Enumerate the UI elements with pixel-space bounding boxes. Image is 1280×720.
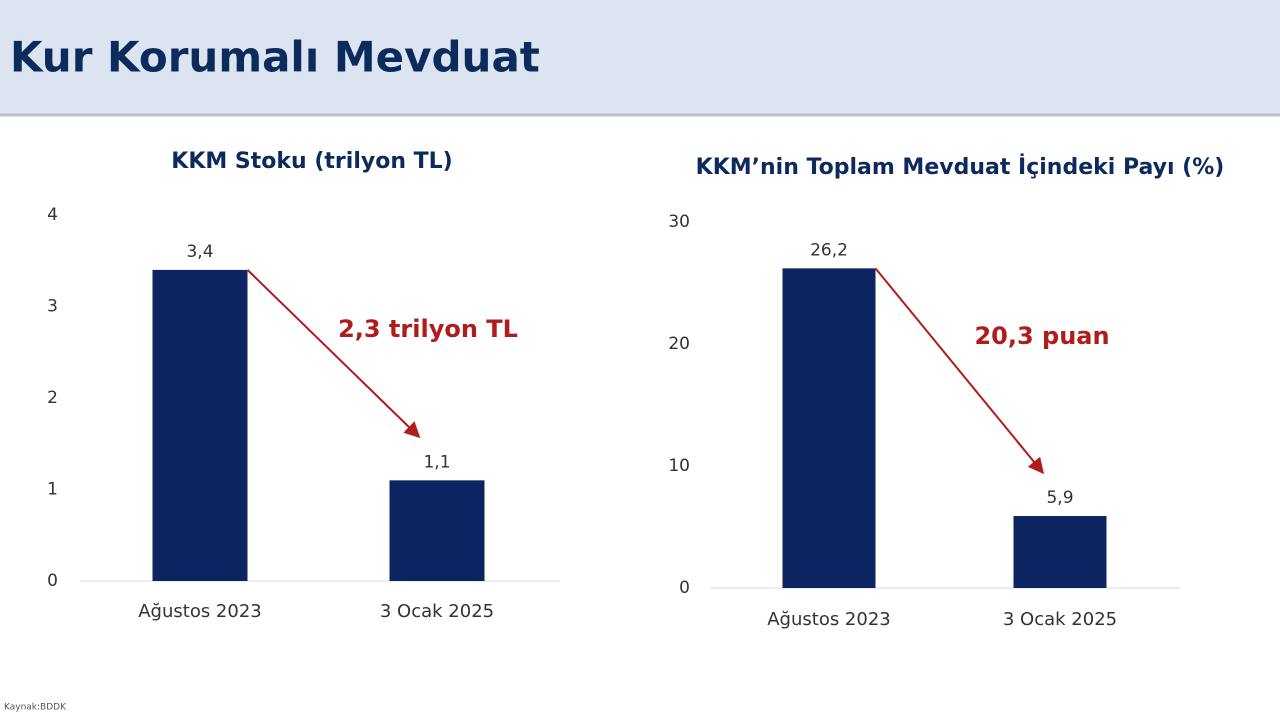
header-band <box>0 0 1280 114</box>
y-tick-label: 30 <box>668 212 690 232</box>
y-tick-label: 3 <box>47 297 58 317</box>
y-tick-label: 0 <box>47 571 58 591</box>
bar <box>389 480 485 581</box>
change-arrow <box>246 269 421 439</box>
bar <box>782 268 876 588</box>
y-tick-label: 1 <box>47 480 58 500</box>
y-tick-label: 10 <box>668 456 690 476</box>
x-tick-label: 3 Ocak 2025 <box>380 601 494 622</box>
source-note: Kaynak:BDDK <box>4 703 67 713</box>
bar <box>152 269 248 581</box>
value-label: 3,4 <box>186 242 213 262</box>
value-label: 5,9 <box>1046 488 1073 508</box>
change-arrow <box>874 267 1045 475</box>
x-tick-label: Ağustos 2023 <box>767 609 891 630</box>
value-label: 26,2 <box>810 240 848 260</box>
y-tick-label: 20 <box>668 334 690 354</box>
y-tick-label: 2 <box>47 388 58 408</box>
x-tick-label: Ağustos 2023 <box>138 601 262 622</box>
chart-title: KKM’nin Toplam Mevduat İçindeki Payı (%) <box>696 154 1225 180</box>
x-tick-label: 3 Ocak 2025 <box>1003 609 1117 630</box>
slide-title: Kur Korumalı Mevduat <box>10 33 540 82</box>
bar <box>1013 516 1107 588</box>
change-annotation: 2,3 trilyon TL <box>338 315 518 343</box>
change-annotation: 20,3 puan <box>974 322 1109 350</box>
value-label: 1,1 <box>423 452 450 472</box>
y-tick-label: 4 <box>47 205 58 225</box>
chart-title: KKM Stoku (trilyon TL) <box>171 149 452 174</box>
y-tick-label: 0 <box>679 578 690 598</box>
